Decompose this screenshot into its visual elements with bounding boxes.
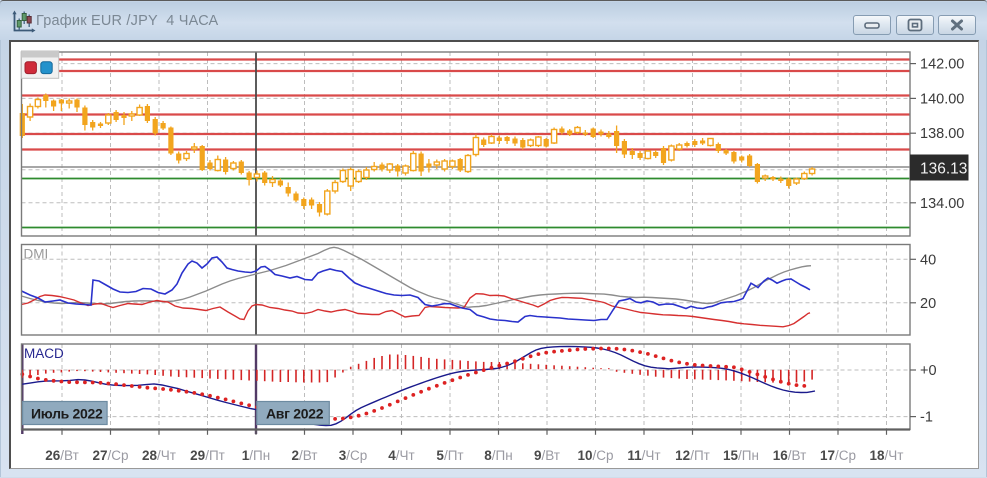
svg-text:8/Пн: 8/Пн: [484, 448, 512, 463]
svg-text:28/Чт: 28/Чт: [142, 448, 176, 463]
svg-text:5/Пт: 5/Пт: [436, 448, 463, 463]
svg-text:40: 40: [920, 253, 936, 269]
svg-text:DMI: DMI: [24, 247, 49, 262]
svg-text:17/Ср: 17/Ср: [820, 448, 856, 463]
svg-text:142.00: 142.00: [920, 57, 964, 73]
svg-text:Июль 2022: Июль 2022: [31, 406, 103, 422]
svg-text:-1: -1: [920, 410, 933, 426]
svg-text:10/Ср: 10/Ср: [577, 448, 613, 463]
svg-text:3/Ср: 3/Ср: [339, 448, 368, 463]
svg-text:Авг 2022: Авг 2022: [266, 406, 324, 422]
svg-text:134.00: 134.00: [920, 196, 964, 212]
svg-text:12/Пт: 12/Пт: [675, 448, 710, 463]
svg-text:1/Пн: 1/Пн: [242, 448, 270, 463]
svg-text:11/Чт: 11/Чт: [627, 448, 660, 463]
svg-text:16/Вт: 16/Вт: [773, 448, 807, 463]
svg-text:18/Чт: 18/Чт: [870, 448, 904, 463]
svg-text:27/Ср: 27/Ср: [92, 448, 128, 463]
svg-text:2/Вт: 2/Вт: [291, 448, 317, 463]
svg-text:138.00: 138.00: [920, 126, 964, 142]
svg-text:15/Пн: 15/Пн: [723, 448, 759, 463]
svg-text:MACD: MACD: [24, 346, 64, 361]
svg-text:140.00: 140.00: [920, 91, 964, 107]
svg-text:9/Вт: 9/Вт: [534, 448, 560, 463]
svg-text:136.13: 136.13: [920, 161, 967, 178]
svg-text:26/Вт: 26/Вт: [45, 448, 79, 463]
svg-text:4/Чт: 4/Чт: [388, 448, 414, 463]
svg-text:+0: +0: [920, 363, 937, 379]
svg-text:20: 20: [920, 296, 936, 312]
svg-text:29/Пт: 29/Пт: [190, 448, 225, 463]
